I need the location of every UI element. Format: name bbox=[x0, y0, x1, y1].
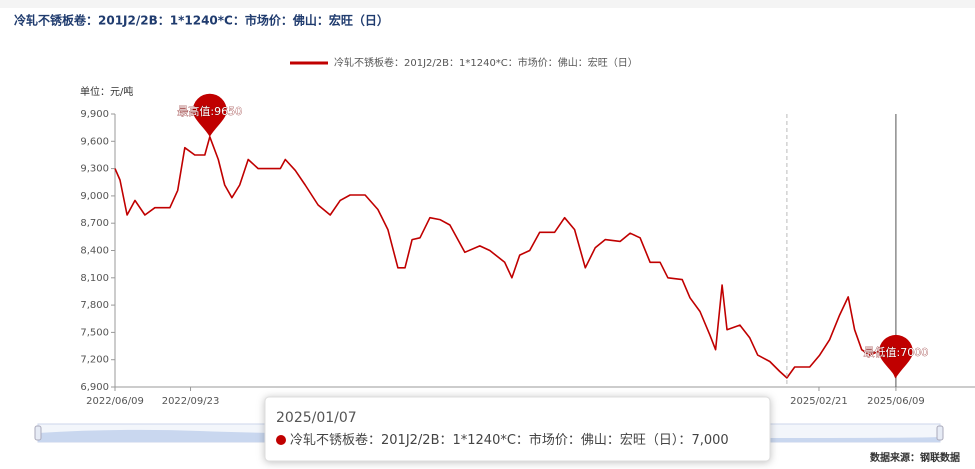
mark-pin bbox=[878, 334, 913, 378]
tooltip: 2025/01/07 冷轧不锈板卷：201J2/2B：1*1240*C：市场价：佛… bbox=[264, 396, 771, 462]
y-tick-label: 6,900 bbox=[80, 382, 109, 393]
page-title: 冷轧不锈板卷：201J2/2B：1*1240*C：市场价：佛山：宏旺（日） bbox=[14, 13, 389, 28]
mark-label: 最高值:9650 bbox=[177, 104, 242, 118]
mark-label: 最低值:7000 bbox=[864, 346, 929, 359]
zoom-handle[interactable] bbox=[936, 425, 944, 441]
tooltip-text: 冷轧不锈板卷：201J2/2B：1*1240*C：市场价：佛山：宏旺（日）：7,… bbox=[290, 432, 729, 448]
y-tick-label: 8,700 bbox=[80, 218, 109, 229]
y-tick-label: 8,100 bbox=[80, 273, 109, 284]
y-tick-label: 8,400 bbox=[80, 246, 109, 257]
y-tick-label: 9,300 bbox=[80, 164, 109, 175]
tooltip-box bbox=[264, 396, 771, 462]
tooltip-date: 2025/01/07 bbox=[276, 410, 357, 426]
tooltip-value: 7,000 bbox=[691, 433, 728, 448]
x-tick-label: 2022/06/09 bbox=[86, 396, 144, 407]
mark-pin bbox=[192, 93, 227, 137]
y-tick-label: 9,900 bbox=[80, 109, 109, 120]
series-line bbox=[114, 136, 897, 379]
zoom-handle[interactable] bbox=[34, 425, 42, 441]
y-tick-label: 7,500 bbox=[80, 327, 109, 338]
source: 数据来源：钢联数据 bbox=[870, 451, 960, 464]
y-tick-label: 9,600 bbox=[80, 136, 109, 147]
y-tick-label: 7,800 bbox=[80, 300, 109, 311]
tooltip-series: 冷轧不锈板卷：201J2/2B：1*1240*C：市场价：佛山：宏旺（日） bbox=[290, 432, 678, 448]
tooltip-dot bbox=[276, 435, 286, 445]
y-tick-label: 9,000 bbox=[80, 191, 109, 202]
x-tick-label: 2022/09/23 bbox=[162, 396, 220, 407]
y-tick-label: 7,200 bbox=[80, 355, 109, 366]
top-strip bbox=[0, 0, 975, 8]
x-tick-label: 2025/02/21 bbox=[790, 396, 848, 407]
tooltip-separator: ： bbox=[678, 433, 691, 448]
x-tick-label: 2025/06/09 bbox=[867, 396, 925, 407]
unit-label: 单位：元/吨 bbox=[80, 85, 133, 98]
legend-label[interactable]: 冷轧不锈板卷：201J2/2B：1*1240*C：市场价：佛山：宏旺（日） bbox=[334, 56, 638, 69]
